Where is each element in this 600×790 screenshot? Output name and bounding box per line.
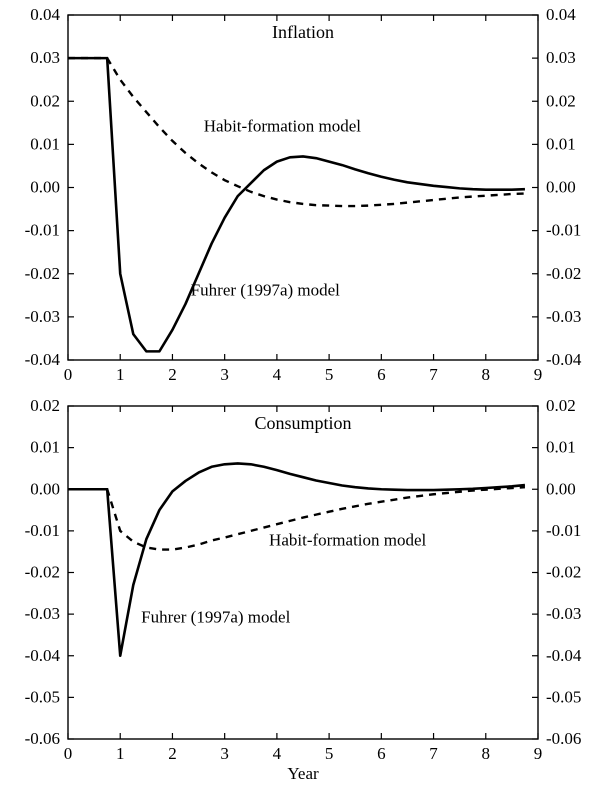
x-tick-label: 5 — [325, 744, 334, 763]
x-tick-label: 2 — [168, 744, 177, 763]
x-tick-label: 3 — [220, 365, 229, 384]
y-tick-label-right: 0.01 — [546, 134, 576, 153]
y-tick-label-right: -0.04 — [546, 350, 582, 369]
panel-title: Consumption — [254, 413, 351, 433]
y-tick-label-left: 0.02 — [30, 91, 60, 110]
series-annotation: Habit-formation model — [204, 116, 361, 135]
series-annotation: Fuhrer (1997a) model — [191, 280, 340, 299]
y-tick-label-right: -0.06 — [546, 729, 581, 748]
x-tick-label: 8 — [482, 744, 491, 763]
figure-svg: 0123456789-0.04-0.04-0.03-0.03-0.02-0.02… — [0, 0, 600, 785]
x-tick-label: 3 — [220, 744, 229, 763]
y-tick-label-right: 0.00 — [546, 178, 576, 197]
x-tick-label: 9 — [534, 744, 543, 763]
y-tick-label-left: 0.03 — [30, 48, 60, 67]
panel-title: Inflation — [272, 22, 334, 42]
x-tick-label: 7 — [429, 744, 438, 763]
y-tick-label-left: 0.01 — [30, 134, 60, 153]
x-tick-label: 7 — [429, 365, 438, 384]
axis-frame — [68, 15, 538, 360]
series-annotation: Fuhrer (1997a) model — [141, 607, 290, 626]
y-tick-label-right: 0.04 — [546, 5, 576, 24]
y-tick-label-right: 0.02 — [546, 91, 576, 110]
x-tick-label: 4 — [273, 365, 282, 384]
x-tick-label: 5 — [325, 365, 334, 384]
y-tick-label-left: 0.02 — [30, 396, 60, 415]
y-tick-label-left: -0.04 — [25, 646, 61, 665]
y-tick-label-right: -0.04 — [546, 646, 582, 665]
y-tick-label-right: 0.01 — [546, 438, 576, 457]
y-tick-label-right: 0.02 — [546, 396, 576, 415]
y-tick-label-left: 0.00 — [30, 479, 60, 498]
axis-frame — [68, 406, 538, 739]
x-tick-label: 0 — [64, 365, 73, 384]
y-tick-label-left: -0.06 — [25, 729, 60, 748]
x-tick-label: 6 — [377, 744, 386, 763]
y-tick-label-left: -0.02 — [25, 563, 60, 582]
y-tick-label-left: 0.01 — [30, 438, 60, 457]
y-tick-label-right: 0.03 — [546, 48, 576, 67]
x-tick-label: 6 — [377, 365, 386, 384]
y-tick-label-right: -0.01 — [546, 521, 581, 540]
x-tick-label: 1 — [116, 365, 125, 384]
y-tick-label-left: -0.03 — [25, 604, 60, 623]
y-tick-label-right: -0.01 — [546, 221, 581, 240]
y-tick-label-left: -0.01 — [25, 221, 60, 240]
y-tick-label-left: -0.01 — [25, 521, 60, 540]
x-tick-label: 1 — [116, 744, 125, 763]
panel-inflation: 0123456789-0.04-0.04-0.03-0.03-0.02-0.02… — [25, 5, 582, 384]
y-tick-label-right: -0.05 — [546, 687, 581, 706]
x-tick-label: 2 — [168, 365, 177, 384]
y-tick-label-left: -0.03 — [25, 307, 60, 326]
y-tick-label-left: 0.00 — [30, 178, 60, 197]
y-tick-label-left: -0.02 — [25, 264, 60, 283]
x-tick-label: 9 — [534, 365, 543, 384]
series-annotation: Habit-formation model — [269, 530, 426, 549]
y-tick-label-right: -0.02 — [546, 264, 581, 283]
panel-consumption: 0123456789-0.06-0.06-0.05-0.05-0.04-0.04… — [25, 396, 582, 783]
x-tick-label: 0 — [64, 744, 73, 763]
x-axis-label: Year — [287, 764, 319, 783]
y-tick-label-right: -0.03 — [546, 604, 581, 623]
y-tick-label-left: 0.04 — [30, 5, 60, 24]
y-tick-label-right: -0.02 — [546, 563, 581, 582]
y-tick-label-right: 0.00 — [546, 479, 576, 498]
x-tick-label: 8 — [482, 365, 491, 384]
x-tick-label: 4 — [273, 744, 282, 763]
y-tick-label-right: -0.03 — [546, 307, 581, 326]
y-tick-label-left: -0.04 — [25, 350, 61, 369]
figure-root: 0123456789-0.04-0.04-0.03-0.03-0.02-0.02… — [0, 0, 600, 785]
y-tick-label-left: -0.05 — [25, 687, 60, 706]
